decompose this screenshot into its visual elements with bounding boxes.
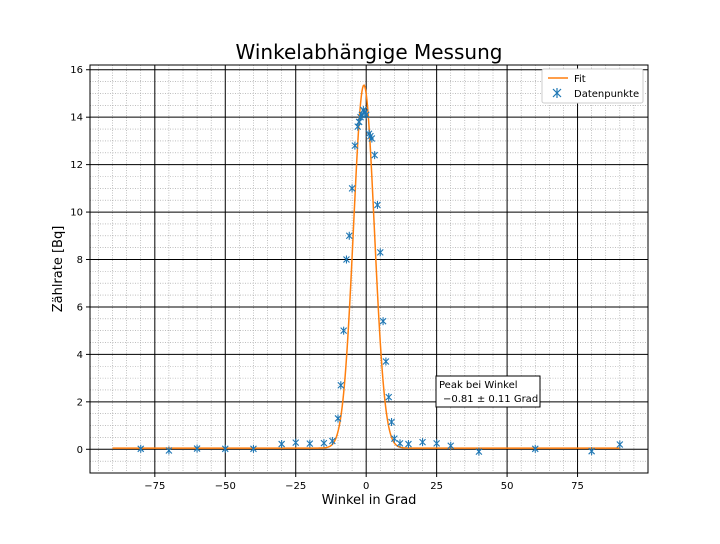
y-tick-label: 6 — [77, 302, 83, 313]
data-point — [433, 439, 441, 448]
data-point — [348, 184, 356, 193]
data-point — [616, 440, 624, 449]
data-point — [320, 439, 328, 448]
x-tick-label: 75 — [571, 481, 584, 492]
data-point — [343, 255, 350, 264]
y-tick-label: 8 — [77, 255, 83, 266]
data-point — [390, 434, 398, 443]
y-tick-label: 10 — [70, 208, 83, 219]
data-point — [382, 357, 390, 366]
data-point — [419, 438, 426, 447]
y-tick-label: 0 — [77, 445, 83, 456]
x-tick-label: −50 — [215, 481, 236, 492]
data-point — [588, 447, 596, 456]
data-point — [328, 436, 336, 445]
annotation-line-1: Peak bei Winkel — [439, 380, 518, 391]
data-point — [475, 447, 483, 456]
y-tick-label: 2 — [77, 397, 83, 408]
peak-annotation: Peak bei Winkel −0.81 ± 0.11 Grad — [435, 375, 541, 408]
chart-title: Winkelabhängige Messung — [236, 40, 503, 64]
data-point — [306, 439, 314, 448]
data-point — [137, 444, 145, 453]
data-point — [221, 444, 229, 453]
data-point — [396, 439, 404, 448]
data-point — [405, 440, 412, 449]
data-point — [334, 414, 342, 423]
x-tick-label: −25 — [285, 481, 306, 492]
data-point — [368, 134, 376, 143]
x-axis-label: Winkel in Grad — [322, 493, 417, 508]
data-point — [351, 141, 359, 150]
data-point — [250, 444, 257, 453]
data-point — [388, 418, 395, 426]
data-point — [376, 248, 384, 257]
data-point — [447, 441, 455, 450]
data-point — [374, 200, 381, 209]
data-point — [379, 317, 387, 326]
x-tick-label: 0 — [363, 481, 369, 492]
data-point — [165, 446, 173, 455]
data-point — [362, 110, 370, 119]
data-point — [340, 326, 348, 335]
data-point — [531, 444, 539, 453]
data-point — [337, 381, 345, 390]
legend-fit-label: Fit — [574, 74, 586, 85]
plot-frame — [89, 64, 649, 474]
data-point — [193, 444, 201, 453]
legend-data-label: Datenpunkte — [574, 89, 639, 100]
y-tick-label: 16 — [70, 65, 83, 76]
legend-data-swatch — [552, 88, 562, 98]
x-tick-label: 25 — [430, 481, 443, 492]
y-axis-label: Zählrate [Bq] — [51, 226, 66, 313]
annotation-line-2: −0.81 ± 0.11 Grad — [443, 394, 538, 405]
data-point — [345, 231, 353, 240]
data-point — [292, 438, 300, 447]
y-tick-label: 14 — [70, 113, 83, 124]
x-tick-label: 50 — [501, 481, 514, 492]
data-point — [385, 393, 393, 402]
data-point — [278, 440, 286, 449]
data-point — [371, 151, 379, 160]
x-tick-label: −75 — [144, 481, 165, 492]
y-tick-label: 4 — [77, 350, 83, 361]
annotation-box — [435, 375, 541, 408]
y-tick-label: 12 — [70, 160, 83, 171]
legend: Fit Datenpunkte — [541, 68, 644, 104]
data-points — [137, 106, 624, 456]
